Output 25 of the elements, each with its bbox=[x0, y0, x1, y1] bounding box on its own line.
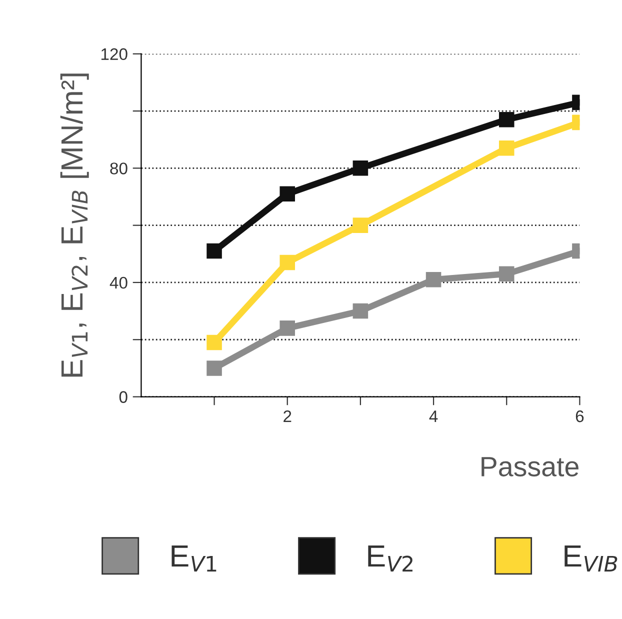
point bbox=[352, 160, 368, 176]
point bbox=[280, 186, 296, 202]
point bbox=[498, 112, 514, 128]
y-axis-title: E$_{V1}$, E$_{V2}$, E$_{VIB}$ [MN/m²] bbox=[60, 74, 89, 377]
x-tick-label: 2 bbox=[284, 410, 292, 422]
point bbox=[352, 303, 368, 319]
x-tick-label: 4 bbox=[429, 410, 438, 422]
legend-label: E$_{VIB}$ bbox=[564, 546, 618, 572]
point bbox=[352, 218, 368, 233]
point bbox=[280, 254, 296, 270]
y-tick-label: 120 bbox=[101, 48, 128, 60]
y-tick-label: 0 bbox=[119, 391, 128, 403]
legend-label: E$_{V1}$ bbox=[172, 546, 216, 572]
point bbox=[498, 266, 514, 282]
legend-label: E$_{V2}$ bbox=[368, 546, 412, 572]
point bbox=[280, 320, 296, 336]
x-axis-title: Passate bbox=[482, 457, 578, 476]
point bbox=[206, 243, 222, 259]
x-tick-label: 6 bbox=[576, 410, 584, 422]
point bbox=[206, 334, 222, 350]
point bbox=[498, 140, 514, 156]
point bbox=[206, 360, 222, 376]
point bbox=[426, 272, 442, 288]
y-tick-label: 80 bbox=[110, 162, 128, 174]
y-tick-label: 40 bbox=[110, 276, 128, 289]
